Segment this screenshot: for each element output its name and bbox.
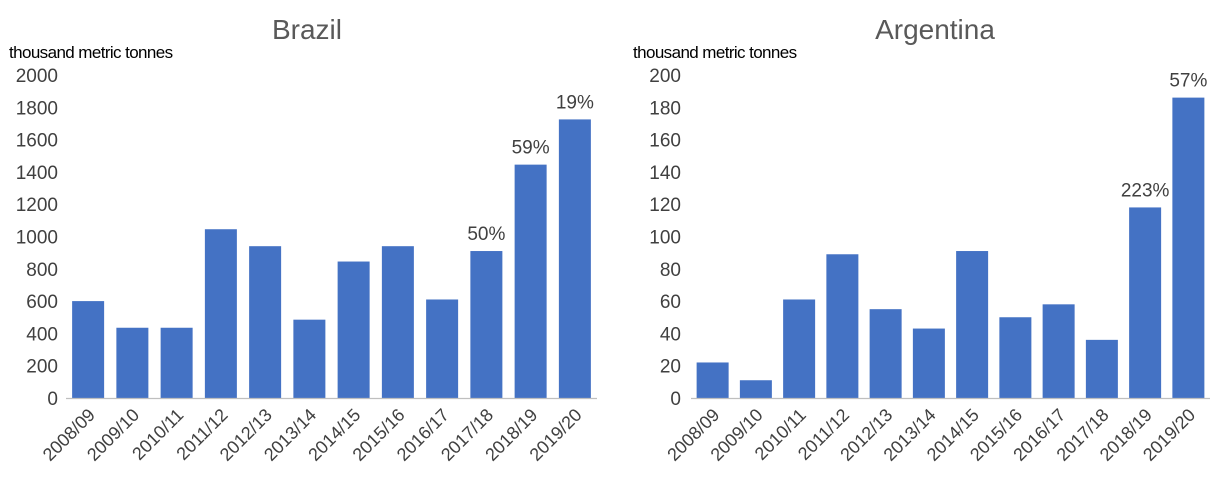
argentina-y-tick-label: 100 (649, 228, 681, 249)
argentina-y-tick-label: 120 (649, 195, 681, 216)
brazil-y-tick-label: 1200 (16, 195, 58, 216)
brazil-bar (116, 327, 149, 398)
argentina-y-tick-label: 20 (660, 357, 681, 378)
brazil-bar (72, 301, 105, 398)
argentina-data-label: 223% (1121, 180, 1170, 201)
brazil-bar (249, 246, 282, 398)
brazil-data-label: 19% (556, 92, 594, 113)
argentina-bar (1172, 97, 1205, 399)
brazil-y-tick-label: 600 (26, 292, 58, 313)
brazil-bar (470, 251, 503, 398)
argentina-plot-area: 0204060801001201401601802002008/092009/1… (649, 66, 1210, 465)
argentina-y-tick-label: 140 (649, 163, 681, 184)
brazil-chart-title: Brazil (272, 14, 342, 45)
brazil-y-tick-label: 0 (47, 389, 58, 410)
argentina-bar (826, 254, 859, 398)
brazil-bar (293, 319, 326, 398)
brazil-y-axis-label: thousand metric tonnes (9, 43, 173, 62)
brazil-y-tick-label: 1000 (16, 228, 58, 249)
brazil-bar (160, 327, 193, 398)
brazil-bar (381, 246, 414, 398)
brazil-chart: Brazil thousand metric tonnes 0 200 400 600… (9, 14, 597, 465)
argentina-bar (783, 299, 816, 398)
brazil-y-tick-label: 1800 (16, 98, 58, 119)
argentina-bar (912, 328, 945, 398)
argentina-chart: Argentina thousand metric tonnes 0 20 40 60… (633, 14, 1210, 465)
argentina-bar (869, 309, 902, 398)
brazil-y-tick-label: 1600 (16, 131, 58, 152)
argentina-bar (1129, 207, 1162, 398)
brazil-plot-area: 0200400600800100012001400160018002000200… (16, 66, 597, 465)
brazil-y-tick-label: 1400 (16, 163, 58, 184)
brazil-bar (204, 229, 237, 398)
argentina-y-tick-label: 0 (670, 389, 681, 410)
brazil-bar (426, 299, 459, 398)
argentina-chart-title: Argentina (875, 14, 995, 45)
argentina-y-tick-label: 40 (660, 324, 681, 345)
argentina-bar (739, 380, 772, 398)
brazil-y-tick-label: 400 (26, 324, 58, 345)
brazil-y-tick-label: 2000 (16, 66, 58, 87)
brazil-bar (558, 119, 591, 398)
argentina-data-label: 57% (1169, 71, 1207, 92)
brazil-y-tick-label: 800 (26, 260, 58, 281)
argentina-y-tick-label: 160 (649, 131, 681, 152)
argentina-bar (1085, 339, 1118, 398)
argentina-y-tick-label: 200 (649, 66, 681, 87)
brazil-y-tick-label: 200 (26, 357, 58, 378)
argentina-y-axis-label: thousand metric tonnes (633, 43, 797, 62)
argentina-bar (696, 362, 729, 398)
brazil-bar (514, 164, 547, 398)
argentina-bar (956, 251, 989, 398)
argentina-y-tick-label: 60 (660, 292, 681, 313)
brazil-data-label: 59% (512, 138, 550, 159)
brazil-data-label: 50% (467, 224, 505, 245)
brazil-bar (337, 261, 370, 398)
argentina-y-tick-label: 180 (649, 98, 681, 119)
argentina-bar (999, 317, 1032, 398)
argentina-y-tick-label: 80 (660, 260, 681, 281)
argentina-bar (1042, 304, 1075, 398)
